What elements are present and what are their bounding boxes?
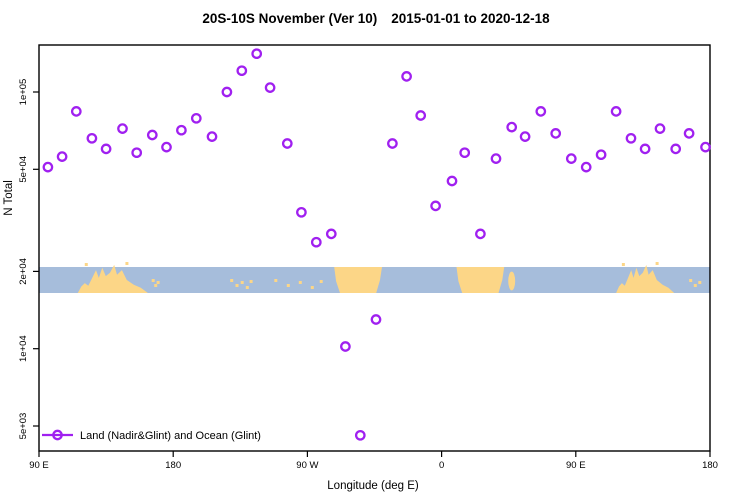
map-land-melanesia-islands: [154, 284, 158, 287]
map-land-fiji-islands: [245, 286, 249, 289]
map-land-fiji-islands: [249, 280, 253, 283]
data-point: [654, 123, 666, 134]
map-land-australia: [77, 264, 148, 293]
data-point: [176, 124, 187, 136]
data-point: [459, 147, 471, 159]
data-point: [639, 143, 651, 155]
data-point: [206, 131, 218, 142]
map-land-melanesia-islands: [151, 279, 155, 282]
map-land-madagascar: [508, 271, 516, 291]
map-land-melanesia-islands: [156, 281, 160, 284]
data-point: [340, 341, 351, 352]
map-land-melanesia-islands-repeat: [689, 279, 693, 282]
map-land-africa: [456, 267, 505, 293]
data-point: [251, 48, 263, 60]
data-point: [475, 228, 486, 240]
map-land-polynesia-islands: [274, 279, 278, 282]
data-point: [670, 143, 682, 155]
data-point: [625, 132, 637, 144]
map-land-south-america: [334, 267, 382, 293]
data-point: [56, 151, 68, 162]
x-tick-label: 90 E: [566, 460, 586, 471]
data-point: [550, 128, 562, 139]
data-point: [610, 106, 622, 117]
data-point: [387, 138, 398, 149]
data-point: [535, 106, 547, 117]
data-point: [506, 121, 518, 133]
map-land-polynesia-islands: [310, 286, 314, 289]
y-tick-label: 5e+04: [18, 156, 29, 183]
map-islet-australia: [84, 263, 88, 266]
map-land-melanesia-islands-repeat: [698, 281, 702, 284]
data-point: [700, 141, 711, 153]
data-point: [117, 123, 128, 134]
plot-area: 1e+05 5e+04 2e+04 1e+04 5e+03 90 E 180 90 W 0 90 …: [18, 44, 718, 471]
legend-series-marker-icon: [52, 429, 63, 441]
map-land-melanesia-islands-repeat: [693, 284, 697, 287]
map-islet-australia-repeat: [621, 263, 625, 266]
data-point: [490, 153, 502, 164]
map-land-polynesia-islands: [286, 284, 290, 287]
map-land-australia-repeat: [616, 264, 675, 293]
chart-title-main: 20S-10S November (Ver 10): [202, 11, 377, 26]
data-point: [446, 175, 458, 187]
data-point: [221, 86, 233, 98]
data-point: [430, 200, 441, 212]
chart-title: 20S-10S November (Ver 10) 2015-01-01 to 2…: [202, 11, 550, 26]
map-land-polynesia-islands: [319, 280, 323, 283]
x-tick-label: 180: [702, 460, 718, 471]
data-point: [370, 314, 382, 325]
data-point: [146, 129, 158, 141]
map-land-fiji-islands: [235, 284, 239, 287]
data-point: [565, 153, 577, 164]
map-land-fiji-islands: [230, 279, 234, 282]
y-tick-label: 1e+05: [18, 79, 29, 106]
data-point: [131, 147, 143, 159]
legend-label: Land (Nadir&Glint) and Ocean (Glint): [80, 430, 261, 442]
data-point: [401, 71, 412, 82]
plot-box: [38, 44, 711, 452]
map-land-fiji-islands: [240, 281, 244, 284]
data-point: [161, 141, 172, 153]
data-point: [281, 138, 293, 149]
y-tick-label: 5e+03: [18, 413, 29, 440]
data-point: [264, 82, 276, 93]
map-islet-australia: [125, 262, 129, 265]
data-point: [354, 429, 366, 441]
data-point: [415, 110, 427, 121]
data-point: [190, 112, 202, 124]
data-point: [683, 128, 695, 139]
data-point: [42, 161, 54, 173]
y-tick-label: 2e+04: [18, 258, 29, 285]
x-tick-label: 180: [165, 460, 181, 471]
data-point: [86, 132, 98, 144]
x-tick-label: 90 E: [29, 460, 49, 471]
data-point: [580, 161, 592, 173]
x-tick-label: 0: [439, 460, 444, 471]
data-point: [236, 65, 248, 77]
data-point: [100, 143, 112, 155]
x-axis-title: Longitude (deg E): [327, 480, 419, 492]
map-land-polynesia-islands: [298, 281, 302, 284]
y-tick-label: 1e+04: [18, 335, 29, 362]
legend: Land (Nadir&Glint) and Ocean (Glint): [42, 429, 261, 442]
chart-title-daterange: 2015-01-01 to 2020-12-18: [391, 11, 550, 26]
data-point: [519, 131, 531, 142]
data-point: [70, 106, 82, 117]
x-tick-label: 90 W: [296, 460, 318, 471]
data-point: [595, 149, 607, 161]
map-islet-australia-repeat: [655, 262, 659, 265]
data-point: [325, 228, 337, 240]
y-axis-title: N Total: [3, 180, 15, 216]
data-point: [296, 206, 307, 218]
data-point: [310, 236, 322, 248]
